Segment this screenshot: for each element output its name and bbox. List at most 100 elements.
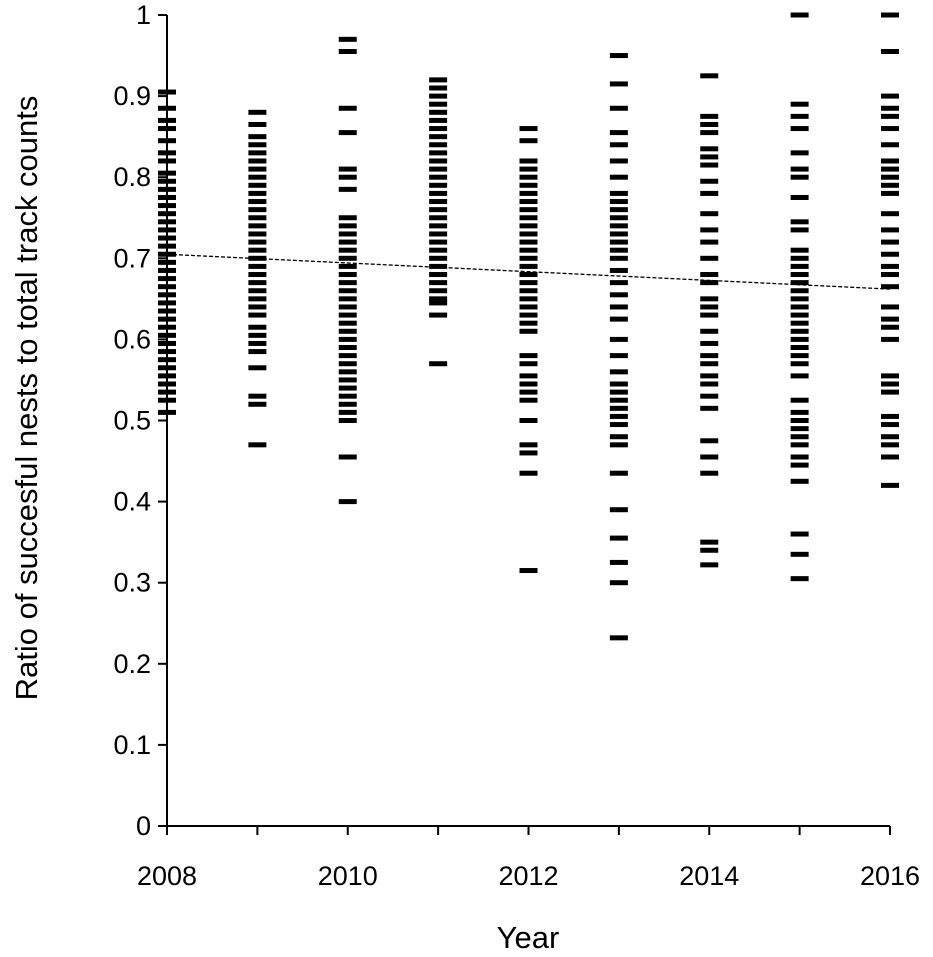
data-point xyxy=(881,454,899,460)
data-point xyxy=(609,559,628,565)
data-point xyxy=(248,239,267,245)
data-point xyxy=(609,207,628,213)
data-point xyxy=(338,231,357,237)
data-point xyxy=(248,296,267,302)
data-point xyxy=(609,223,628,229)
data-point xyxy=(248,324,267,330)
data-point xyxy=(429,142,448,148)
data-point xyxy=(881,12,899,18)
data-point xyxy=(338,130,357,136)
data-point xyxy=(158,340,176,346)
data-point xyxy=(429,150,448,156)
data-point xyxy=(338,247,357,253)
data-point xyxy=(609,280,628,286)
data-point xyxy=(700,373,719,379)
data-point xyxy=(338,320,357,326)
data-point xyxy=(158,308,176,314)
data-point xyxy=(158,105,176,111)
data-point xyxy=(248,150,267,156)
data-point xyxy=(790,12,809,18)
data-point xyxy=(881,263,899,269)
y-tick-label: 0.6 xyxy=(113,324,151,354)
data-point xyxy=(519,158,538,164)
data-point xyxy=(519,190,538,196)
data-point xyxy=(338,369,357,375)
data-point xyxy=(519,182,538,188)
data-point xyxy=(790,454,809,460)
data-point xyxy=(881,211,899,217)
data-point xyxy=(609,267,628,273)
data-point xyxy=(700,547,719,553)
data-point xyxy=(338,239,357,245)
data-point xyxy=(429,207,448,213)
data-point xyxy=(338,454,357,460)
data-point xyxy=(790,361,809,367)
data-point xyxy=(609,434,628,440)
data-point xyxy=(158,381,176,387)
data-point xyxy=(609,353,628,359)
y-tick-label: 0 xyxy=(136,811,151,841)
data-point xyxy=(609,381,628,387)
data-point xyxy=(158,150,176,156)
data-point xyxy=(429,215,448,221)
data-point xyxy=(700,272,719,278)
data-point xyxy=(700,113,719,119)
data-point xyxy=(790,373,809,379)
data-point xyxy=(429,134,448,140)
data-point xyxy=(881,93,899,99)
data-point xyxy=(790,272,809,278)
data-point xyxy=(248,280,267,286)
data-point xyxy=(790,280,809,286)
data-point xyxy=(790,101,809,107)
data-point xyxy=(158,292,176,298)
data-point xyxy=(519,361,538,367)
data-point xyxy=(429,300,448,306)
data-point xyxy=(248,231,267,237)
y-tick-label: 0.2 xyxy=(113,649,151,679)
data-point xyxy=(609,130,628,136)
data-point xyxy=(700,190,719,196)
data-point xyxy=(700,328,719,334)
data-point xyxy=(609,158,628,164)
data-point xyxy=(338,385,357,391)
data-point xyxy=(790,409,809,415)
data-point xyxy=(881,227,899,233)
data-point xyxy=(519,442,538,448)
data-point xyxy=(338,304,357,310)
data-point xyxy=(609,255,628,261)
data-point xyxy=(700,405,719,411)
data-point xyxy=(519,263,538,269)
data-point xyxy=(519,207,538,213)
data-point xyxy=(790,150,809,156)
data-point xyxy=(790,336,809,342)
data-point xyxy=(881,316,899,322)
data-point xyxy=(429,117,448,123)
x-axis: 2008 2010 2012 2014 2016 xyxy=(137,825,920,891)
data-point xyxy=(790,551,809,557)
data-point xyxy=(609,142,628,148)
data-point xyxy=(429,263,448,269)
y-tick-label: 0.9 xyxy=(113,81,151,111)
y-tick-label: 1 xyxy=(136,0,151,30)
data-point xyxy=(429,85,448,91)
data-point xyxy=(700,280,719,286)
data-point xyxy=(519,328,538,334)
data-point xyxy=(429,255,448,261)
data-point xyxy=(248,142,267,148)
data-point xyxy=(700,361,719,367)
data-point xyxy=(609,231,628,237)
data-point xyxy=(609,81,628,87)
data-point xyxy=(158,300,176,306)
data-point xyxy=(338,312,357,318)
data-point xyxy=(881,158,899,164)
data-point xyxy=(700,227,719,233)
data-point xyxy=(519,231,538,237)
data-point xyxy=(158,227,176,233)
data-point xyxy=(248,182,267,188)
data-point xyxy=(609,405,628,411)
data-point xyxy=(158,397,176,403)
data-point xyxy=(790,531,809,537)
data-point xyxy=(519,373,538,379)
data-point xyxy=(519,223,538,229)
data-point xyxy=(158,117,176,123)
